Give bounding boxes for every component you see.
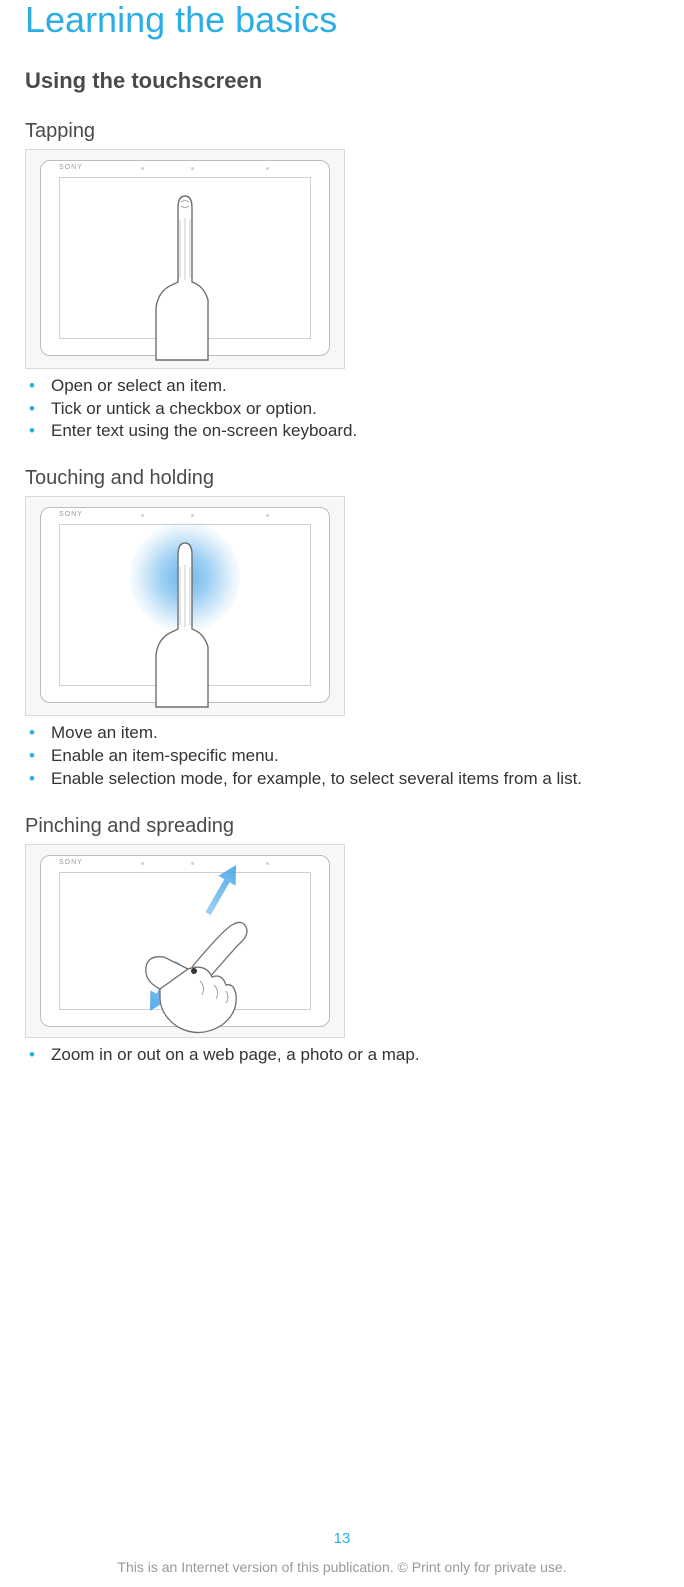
illustration-pinching: SONY — [25, 844, 345, 1038]
bullet-list-tapping: Open or select an item. Tick or untick a… — [25, 375, 674, 444]
list-item: Tick or untick a checkbox or option. — [29, 398, 674, 421]
bullet-list-pinching: Zoom in or out on a web page, a photo or… — [25, 1044, 674, 1067]
list-item: Enable selection mode, for example, to s… — [29, 768, 674, 791]
finger-icon — [150, 537, 220, 707]
illustration-tapping: SONY — [25, 149, 345, 369]
chapter-title: Learning the basics — [25, 0, 674, 40]
finger-icon — [150, 190, 220, 360]
brand-label: SONY — [59, 511, 83, 518]
list-item: Zoom in or out on a web page, a photo or… — [29, 1044, 674, 1067]
page-number: 13 — [0, 1530, 684, 1547]
subheading-tapping: Tapping — [25, 120, 674, 143]
footer-note: This is an Internet version of this publ… — [0, 1559, 684, 1575]
list-item: Move an item. — [29, 722, 674, 745]
list-item: Enter text using the on-screen keyboard. — [29, 420, 674, 443]
illustration-holding: SONY — [25, 496, 345, 716]
bullet-list-holding: Move an item. Enable an item-specific me… — [25, 722, 674, 791]
subheading-holding: Touching and holding — [25, 467, 674, 490]
list-item: Open or select an item. — [29, 375, 674, 398]
brand-label: SONY — [59, 164, 83, 171]
section-title: Using the touchscreen — [25, 68, 674, 94]
pinch-hand-icon — [130, 901, 280, 1038]
list-item: Enable an item-specific menu. — [29, 745, 674, 768]
subheading-pinching: Pinching and spreading — [25, 815, 674, 838]
